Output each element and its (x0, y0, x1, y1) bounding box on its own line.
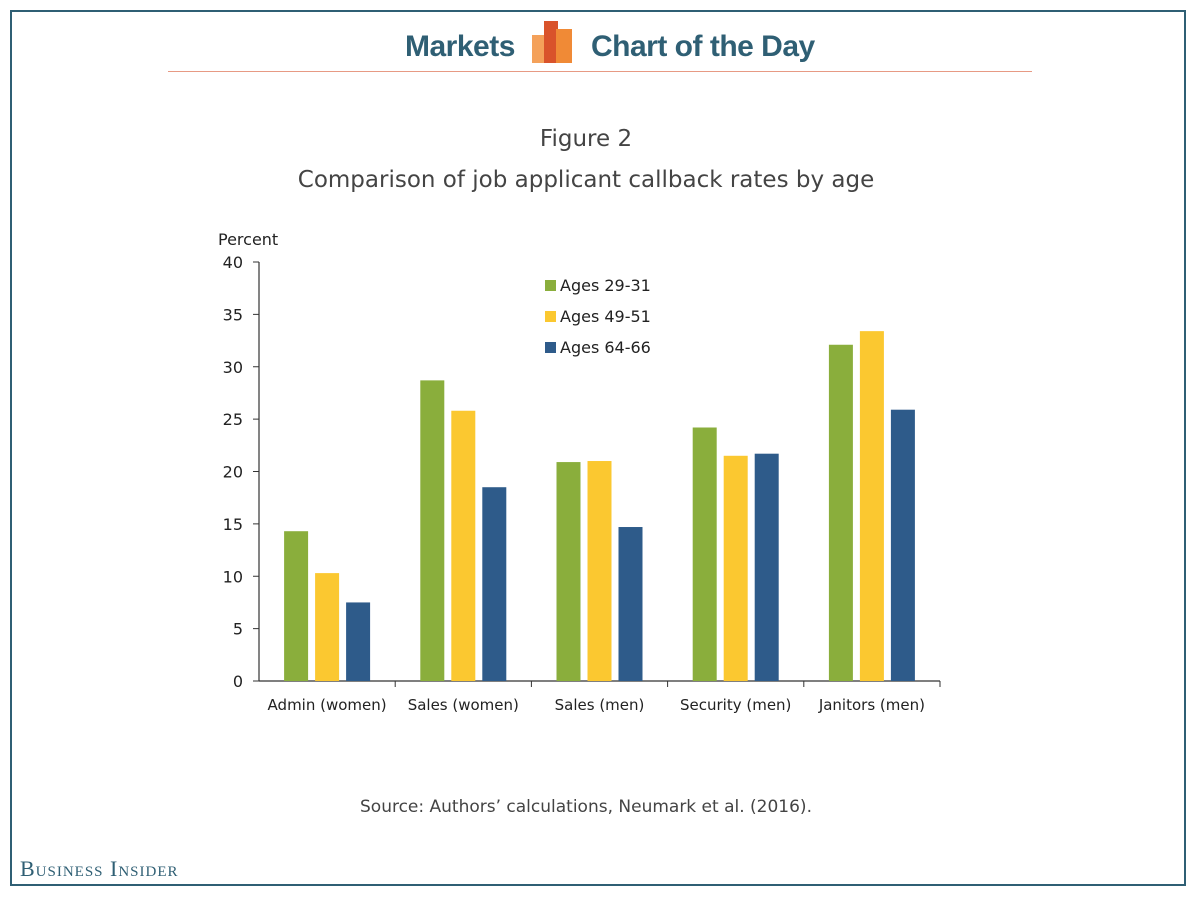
y-tick-label: 40 (223, 253, 243, 272)
bar-2 (859, 331, 884, 681)
y-tick-label: 15 (223, 515, 243, 534)
y-tick-label: 5 (233, 620, 243, 639)
header-chart-of-the-day-label: Chart of the Day (591, 30, 815, 63)
x-category-label: Security (men) (680, 696, 791, 714)
bar-3 (754, 453, 779, 681)
bar-1 (692, 427, 717, 681)
y-axis-label: Percent (218, 230, 278, 249)
x-category-label: Janitors (men) (818, 696, 925, 714)
legend-swatch (545, 311, 556, 322)
bar-logo-icon (532, 21, 572, 63)
y-tick-label: 10 (223, 567, 243, 586)
legend-label: Ages 29-31 (560, 276, 651, 295)
bar-3 (890, 409, 915, 681)
bar-1 (420, 380, 445, 681)
business-insider-brand: Business Insider (20, 856, 179, 881)
bar-1 (556, 462, 581, 681)
bar-2 (723, 455, 748, 681)
legend-label: Ages 49-51 (560, 307, 651, 326)
x-category-label: Admin (women) (268, 696, 387, 714)
bar-3 (482, 487, 507, 681)
plot-area: 0 5 10 15 20 25 30 35 40 Admin (women) Sales (wome… (223, 253, 941, 714)
bar-2 (451, 410, 476, 681)
x-category-label: Sales (men) (555, 696, 645, 714)
chart-title: Figure 2 (540, 126, 632, 152)
y-tick-label: 20 (223, 463, 243, 482)
y-tick-label: 35 (223, 305, 243, 324)
bar-1 (284, 531, 309, 681)
x-category-label: Sales (women) (408, 696, 519, 714)
outer-frame (10, 10, 1186, 886)
chart-source-note: Source: Authors’ calculations, Neumark e… (360, 797, 812, 817)
y-tick-label: 30 (223, 358, 243, 377)
bar-2 (587, 461, 612, 681)
y-tick-label: 25 (223, 410, 243, 429)
bar-2 (315, 573, 340, 681)
header: Markets Chart of the Day (0, 14, 1200, 74)
bar-3 (346, 602, 371, 681)
y-tick-label: 0 (233, 672, 243, 691)
bar-1 (828, 344, 853, 681)
legend-swatch (545, 280, 556, 291)
header-markets-label: Markets (405, 30, 515, 63)
chart-subtitle: Comparison of job applicant callback rat… (298, 167, 874, 193)
header-divider (168, 71, 1032, 72)
legend-label: Ages 64-66 (560, 338, 651, 357)
bar-3 (618, 527, 643, 681)
legend-swatch (545, 342, 556, 353)
